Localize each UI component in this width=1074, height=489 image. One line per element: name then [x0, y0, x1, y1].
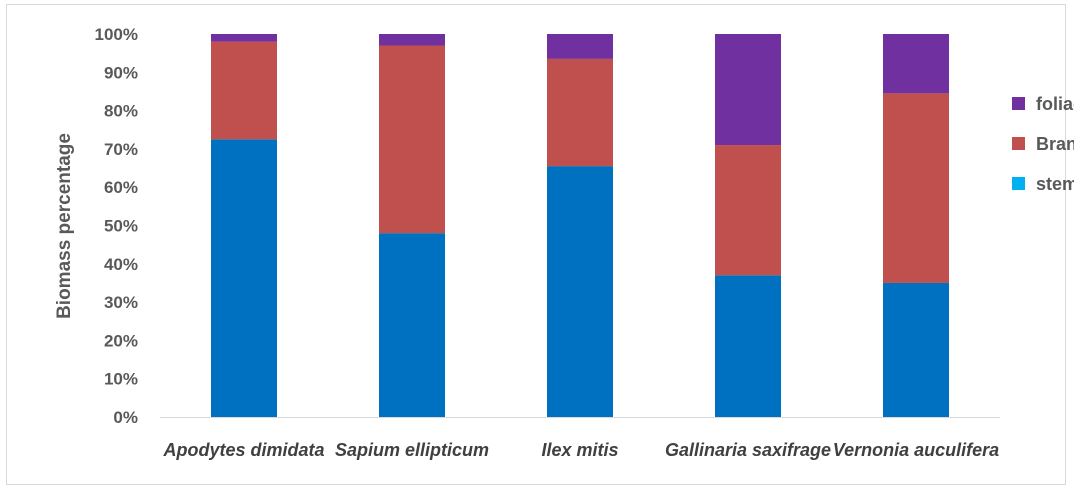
- y-tick-label: 0%: [113, 408, 138, 427]
- x-category-label: Ilex mitis: [541, 440, 618, 460]
- legend-label-stem: stem: [1036, 174, 1074, 194]
- bar-branch-1: [379, 45, 445, 234]
- x-category-label: Sapium ellipticum: [335, 440, 489, 460]
- legend-swatch-stem: [1012, 177, 1025, 190]
- bar-foliage-2: [547, 34, 613, 59]
- y-tick-label: 100%: [95, 25, 138, 44]
- bar-branch-3: [715, 145, 781, 276]
- y-axis-title: Biomass percentage: [54, 133, 75, 319]
- bar-foliage-4: [883, 34, 949, 94]
- bar-stem-0: [211, 139, 277, 417]
- bar-stem-4: [883, 282, 949, 417]
- legend-label-foliage: foliage: [1036, 94, 1074, 114]
- legend: foliage Branch stem: [1012, 94, 1074, 194]
- bar-branch-4: [883, 93, 949, 283]
- y-tick-label: 90%: [104, 63, 138, 82]
- legend-label-branch: Branch: [1036, 134, 1074, 154]
- y-tick-label: 40%: [104, 255, 138, 274]
- bar-foliage-3: [715, 34, 781, 146]
- y-tick-label: 20%: [104, 331, 138, 350]
- bar-foliage-1: [379, 34, 445, 46]
- bar-stem-3: [715, 275, 781, 417]
- bar-branch-0: [211, 41, 277, 140]
- y-tick-label: 50%: [104, 217, 138, 236]
- y-tick-label: 30%: [104, 293, 138, 312]
- y-tick-label: 80%: [104, 102, 138, 121]
- legend-swatch-branch: [1012, 137, 1025, 150]
- legend-swatch-foliage: [1012, 97, 1025, 110]
- y-tick-label: 60%: [104, 178, 138, 197]
- bar-branch-2: [547, 58, 613, 167]
- x-category-label: Vernonia auculifera: [833, 440, 999, 460]
- y-tick-label: 70%: [104, 140, 138, 159]
- bar-stem-2: [547, 166, 613, 417]
- x-category-label: Apodytes dimidata: [162, 440, 324, 460]
- y-tick-label: 10%: [104, 370, 138, 389]
- bar-stem-1: [379, 233, 445, 417]
- bar-foliage-0: [211, 34, 277, 42]
- x-category-label: Gallinaria saxifrage: [665, 440, 831, 460]
